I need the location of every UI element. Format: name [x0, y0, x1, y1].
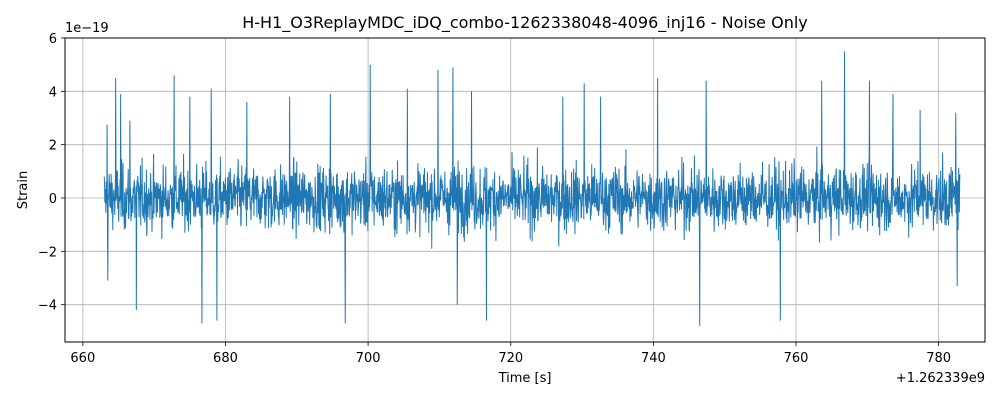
- x-tick-label: 780: [926, 351, 951, 366]
- y-tick-label: 4: [49, 85, 57, 100]
- series-layer: [103, 51, 961, 327]
- x-tick-label: 740: [641, 351, 666, 366]
- y-tick-label: 6: [49, 32, 57, 47]
- x-tick-label: 680: [213, 351, 238, 366]
- x-tick-label: 760: [784, 351, 809, 366]
- x-tick-label: 700: [356, 351, 381, 366]
- x-tick-label: 720: [498, 351, 523, 366]
- chart-title: H-H1_O3ReplayMDC_iDQ_combo-1262338048-40…: [242, 13, 808, 33]
- y-tick-label: 2: [49, 139, 57, 154]
- strain-series-line: [103, 51, 961, 327]
- axes-frame: [64, 37, 986, 343]
- x-axis-label: Time [s]: [498, 371, 552, 386]
- y-tick-label: −2: [38, 245, 57, 260]
- x-tick-label: 660: [70, 351, 95, 366]
- x-axis-offset-label: +1.262339e9: [896, 371, 985, 386]
- y-tick-label: −4: [38, 299, 57, 314]
- y-axis-scale-label: 1e−19: [65, 21, 109, 36]
- y-tick-label: 0: [49, 192, 57, 207]
- y-axis-label: Strain: [16, 171, 31, 210]
- axis-ticks: 660 680 700 720 740 760 780 −4 −2 0 2 4 6: [38, 32, 951, 366]
